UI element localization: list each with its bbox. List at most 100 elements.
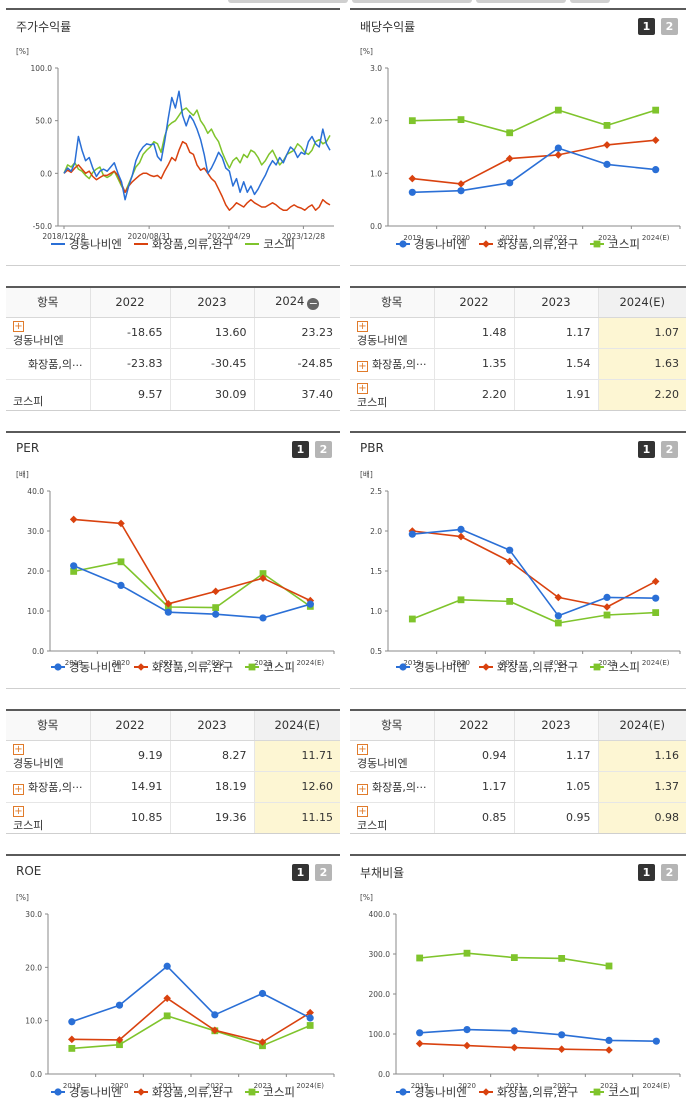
per-table: 항목 2022 2023 2024(E) +경동나비엔 9.19 8.27 11.71 + 화장품…: [6, 709, 340, 834]
x-tick-label: 2024(E): [642, 1082, 670, 1090]
page-1-button[interactable]: 1: [292, 441, 309, 458]
page-2-button[interactable]: 2: [661, 864, 678, 881]
row-name: 코스피: [357, 395, 388, 409]
y-unit-label: [배]: [360, 470, 373, 479]
table-cell: 23.23: [253, 317, 340, 349]
collapse-icon[interactable]: −: [307, 297, 320, 311]
data-point: [463, 949, 471, 957]
top-tab-strip: [0, 0, 691, 6]
data-point: [70, 568, 78, 575]
y-tick-label: 100.0: [369, 1030, 391, 1039]
legend-item[interactable]: 경동나비엔: [50, 236, 122, 252]
y-tick-label: 0.0: [30, 1070, 42, 1079]
data-point: [603, 611, 611, 619]
expand-plus-icon[interactable]: +: [357, 360, 368, 372]
legend-item[interactable]: 코스피: [245, 236, 295, 252]
expand-plus-icon[interactable]: +: [13, 783, 24, 795]
page-1-button[interactable]: 1: [292, 864, 309, 881]
page-2-button[interactable]: 2: [661, 441, 678, 458]
page-2-button[interactable]: 2: [315, 864, 332, 881]
data-point: [603, 141, 611, 149]
expand-plus-icon[interactable]: +: [13, 320, 24, 332]
legend-item[interactable]: 코스피: [245, 1084, 295, 1100]
legend-item[interactable]: 경동나비엔: [50, 1084, 122, 1100]
data-point: [164, 600, 173, 608]
expand-plus-icon[interactable]: +: [13, 805, 24, 817]
row-name: 코스피: [13, 818, 44, 832]
series-2: [68, 994, 314, 1046]
data-point: [463, 1041, 471, 1050]
expand-plus-icon[interactable]: +: [357, 743, 368, 755]
table-cell: 1.17: [433, 771, 514, 803]
expand-plus-icon[interactable]: +: [13, 743, 24, 755]
row-name: 경동나비엔: [13, 333, 64, 347]
legend-item[interactable]: 화장품,의류,완구: [133, 659, 233, 675]
expand-plus-icon[interactable]: +: [357, 783, 368, 795]
column-header: 2022: [89, 288, 170, 318]
page-2-button[interactable]: 2: [315, 441, 332, 458]
data-point: [415, 1039, 424, 1048]
legend-item[interactable]: 코스피: [590, 1084, 640, 1100]
x-tick-label: 2019: [403, 659, 421, 667]
legend-item[interactable]: 코스피: [590, 659, 640, 675]
expand-plus-icon[interactable]: +: [357, 382, 368, 394]
column-header-label: 항목: [381, 718, 403, 733]
legend-item[interactable]: 코스피: [245, 659, 295, 675]
x-tick-label: 2020: [458, 1082, 476, 1090]
legend-item[interactable]: 화장품,의류,완구: [478, 659, 578, 675]
panel-title: 주가수익률: [16, 20, 72, 34]
data-point: [117, 558, 125, 566]
column-header-label: 2022: [459, 295, 489, 310]
table-row: +경동나비엔 0.94 1.17 1.16: [350, 740, 686, 772]
data-point: [416, 1029, 424, 1037]
data-point: [605, 1036, 613, 1044]
page-1-button[interactable]: 1: [638, 864, 655, 881]
legend-item[interactable]: 경동나비엔: [50, 659, 122, 675]
page-1-button[interactable]: 1: [638, 18, 655, 35]
pbr-chart: [배] 2.5 2.0 1.5 1.0 0.5 2019 2020 2021 2022 2023 20…: [360, 470, 681, 667]
page-2-button[interactable]: 2: [661, 18, 678, 35]
row-name: 경동나비엔: [357, 333, 408, 347]
legend-swatch-marker: [54, 1088, 62, 1096]
legend-item[interactable]: 화장품,의류,완구: [133, 1084, 233, 1100]
legend-item[interactable]: 경동나비엔: [395, 236, 467, 252]
dividend-yield-table: 항목 2022 2023 2024(E) +경동나비엔 1.48 1.17 1.07 + 화장품,…: [350, 286, 686, 411]
legend-item[interactable]: 코스피: [590, 236, 640, 252]
data-point: [115, 1036, 124, 1044]
per-chart: [배] 40.0 30.0 20.0 10.0 0.0 2019 2020 2021 2022 20…: [16, 470, 335, 667]
legend-item[interactable]: 화장품,의류,완구: [478, 1084, 578, 1100]
legend-item[interactable]: 경동나비엔: [395, 1084, 467, 1100]
legend-item[interactable]: 경동나비엔: [395, 659, 467, 675]
data-point: [603, 603, 611, 611]
table-cell: 1.37: [597, 771, 686, 803]
legend-label: 화장품,의류,완구: [496, 237, 579, 251]
data-point: [605, 962, 613, 970]
row-name: 경동나비엔: [13, 756, 64, 770]
expand-plus-icon[interactable]: +: [357, 320, 368, 332]
data-point: [408, 530, 416, 538]
legend-item[interactable]: 화장품,의류,완구: [133, 236, 233, 252]
row-name: 코스피: [13, 395, 44, 409]
table-cell: 11.71: [253, 740, 340, 772]
series-line: [412, 528, 656, 617]
legend-item[interactable]: 화장품,의류,완구: [478, 236, 579, 252]
x-tick-label: 2022/04/29: [207, 232, 250, 241]
y-unit-label: [%]: [360, 47, 373, 56]
data-point: [652, 166, 660, 174]
legend-swatch-marker: [399, 663, 407, 671]
table-cell: 37.40: [253, 379, 340, 410]
data-point: [164, 608, 172, 616]
data-point: [259, 614, 267, 622]
x-tick-label: 2023: [598, 234, 616, 242]
column-header-label: 2022: [115, 718, 145, 733]
legend-swatch: [245, 663, 260, 671]
column-header-label: 2023: [197, 295, 227, 310]
data-point: [457, 596, 465, 604]
series-line: [63, 140, 331, 211]
row-label: + 화장품,의···: [350, 348, 434, 380]
expand-plus-icon[interactable]: +: [357, 805, 368, 817]
legend: 경동나비엔 화장품,의류,완구 코스피: [6, 1084, 340, 1100]
row-label: +경동나비엔: [350, 317, 434, 349]
table-cell: 14.91: [89, 771, 170, 803]
page-1-button[interactable]: 1: [638, 441, 655, 458]
